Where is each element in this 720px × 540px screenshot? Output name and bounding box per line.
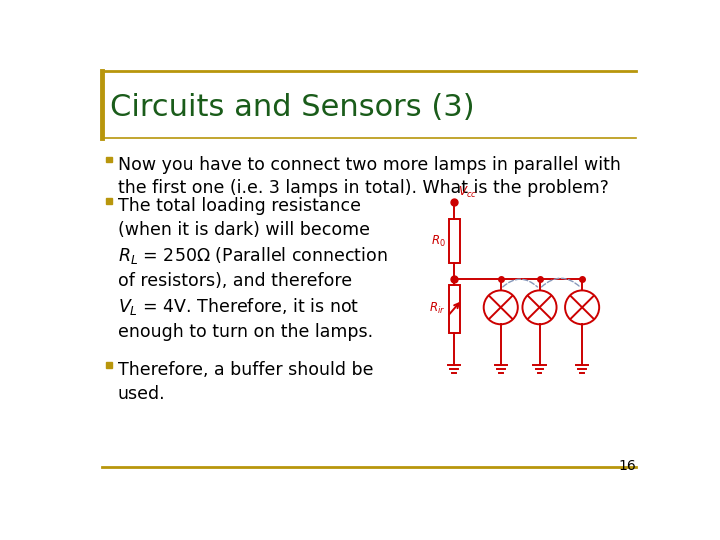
Bar — [107, 362, 112, 368]
Text: Circuits and Sensors (3): Circuits and Sensors (3) — [110, 93, 474, 122]
Bar — [107, 157, 112, 162]
Text: $V_{cc}$: $V_{cc}$ — [458, 185, 477, 200]
Text: The total loading resistance
(when it is dark) will become
$R_L$ = 250Ω (Paralle: The total loading resistance (when it is… — [118, 197, 387, 341]
Text: $R_0$: $R_0$ — [431, 234, 446, 249]
Bar — [107, 198, 112, 204]
Text: $R_{ir}$: $R_{ir}$ — [429, 301, 446, 316]
Text: Now you have to connect two more lamps in parallel with
the first one (i.e. 3 la: Now you have to connect two more lamps i… — [118, 156, 621, 197]
Bar — [449, 219, 459, 264]
Bar — [449, 285, 459, 333]
Text: Therefore, a buffer should be
used.: Therefore, a buffer should be used. — [118, 361, 374, 403]
Text: 16: 16 — [618, 459, 636, 473]
